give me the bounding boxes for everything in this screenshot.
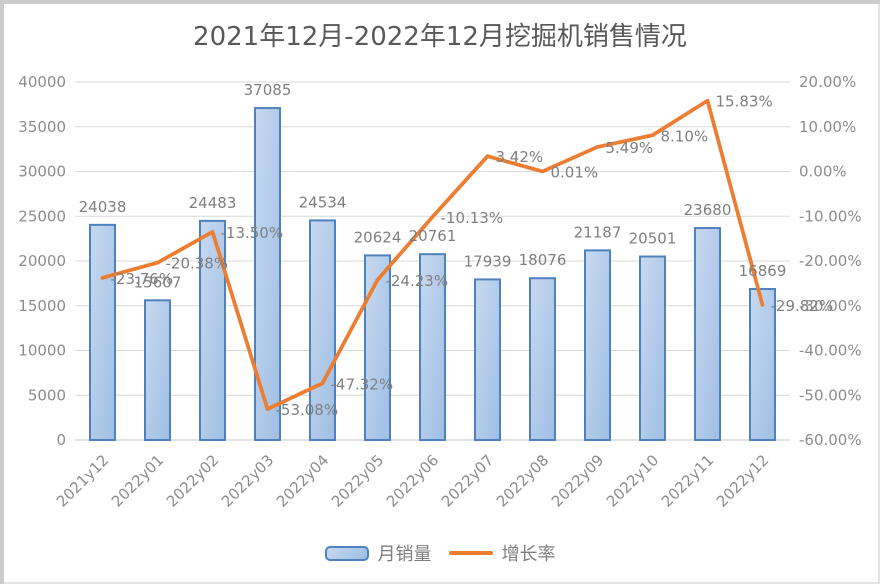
left-axis-tick-label: 10000 <box>18 342 66 360</box>
growth-value-label: -20.38% <box>166 255 229 273</box>
bar-value-label: 24038 <box>79 198 127 216</box>
left-axis-tick-label: 20000 <box>18 252 66 270</box>
sales-bar <box>639 255 666 441</box>
bar-value-label: 20501 <box>629 230 677 248</box>
data-labels-group: 24038 15607 24483 37085 24534 20624 20761 17939… <box>79 81 833 419</box>
bar-series-swatch-icon <box>324 545 369 561</box>
left-axis-tick-label: 40000 <box>18 73 66 91</box>
sales-bar <box>144 299 171 441</box>
sales-bar <box>254 107 281 441</box>
x-axis-category-label: 2022y06 <box>383 451 442 510</box>
right-axis-tick-label: 20.00% <box>799 73 856 91</box>
left-axis-tick-label: 5000 <box>28 386 66 404</box>
bar-value-label: 15607 <box>134 273 182 291</box>
bar-value-label: 21187 <box>574 223 622 241</box>
bar-value-label: 16869 <box>739 262 787 280</box>
bar-value-label: 24483 <box>189 194 237 212</box>
line-series-group <box>100 98 765 411</box>
growth-rate-line <box>100 98 765 411</box>
sales-bar <box>584 249 611 441</box>
sales-bar <box>419 253 446 441</box>
x-axis-category-label: 2022y01 <box>108 451 167 510</box>
x-axis-category-label: 2022y11 <box>658 451 717 510</box>
bar-value-label: 20761 <box>409 227 457 245</box>
bar-series-legend-label: 月销量 <box>377 544 432 565</box>
line-series-legend-label: 增长率 <box>501 544 556 565</box>
x-axis-category-label: 2022y08 <box>493 451 552 510</box>
chart-title: 2021年12月-2022年12月挖掘机销售情况 <box>193 22 687 52</box>
left-axis-tick-label: 15000 <box>18 297 66 315</box>
bar-value-label: 17939 <box>464 252 512 270</box>
growth-value-label: -23.76% <box>111 270 174 288</box>
growth-value-label: -53.08% <box>276 401 339 419</box>
x-axis-category-label: 2022y02 <box>163 451 222 510</box>
bar-value-label: 18076 <box>519 251 567 269</box>
sales-bar <box>694 227 721 441</box>
x-axis-category-label: 2022y07 <box>438 451 497 510</box>
left-axis-tick-label: 35000 <box>18 118 66 136</box>
right-axis-tick-label: -30.00% <box>799 297 862 315</box>
growth-value-label: 0.01% <box>551 163 599 181</box>
sales-bar <box>529 277 556 441</box>
bar-value-label: 37085 <box>244 81 292 99</box>
right-axis-tick-label: 0.00% <box>799 163 847 181</box>
x-axis-category-label: 2022y03 <box>218 451 277 510</box>
left-axis-tick-label: 0 <box>56 431 66 449</box>
x-axis-category-label: 2021y12 <box>53 451 112 510</box>
chart-legend: 月销量 增长率 <box>0 540 880 566</box>
sales-bar <box>309 219 336 441</box>
growth-value-label: 15.83% <box>716 93 773 111</box>
right-axis-tick-label: -20.00% <box>799 252 862 270</box>
growth-value-label: 3.42% <box>496 148 544 166</box>
growth-value-label: -47.32% <box>331 375 394 393</box>
bar-value-label: 23680 <box>684 201 732 219</box>
right-axis-tick-label: -40.00% <box>799 342 862 360</box>
bar-value-label: 20624 <box>354 228 402 246</box>
x-axis-category-label: 2022y05 <box>328 451 387 510</box>
growth-value-label: -10.13% <box>441 209 504 227</box>
growth-value-label: -13.50% <box>221 224 284 242</box>
right-axis-tick-label: 10.00% <box>799 118 856 136</box>
x-axis-category-label: 2022y10 <box>603 451 662 510</box>
growth-value-label: -24.23% <box>386 272 449 290</box>
sales-bar <box>474 278 501 441</box>
x-axis-category-label: 2022y09 <box>548 451 607 510</box>
sales-bar <box>89 223 116 441</box>
growth-value-label: 8.10% <box>661 127 709 145</box>
right-axis-tick-label: -10.00% <box>799 207 862 225</box>
growth-value-label: 5.49% <box>606 139 654 157</box>
growth-value-label: -29.82% <box>771 297 834 315</box>
left-axis-tick-label: 25000 <box>18 207 66 225</box>
x-axis-category-label: 2022y04 <box>273 451 332 510</box>
left-axis-tick-label: 30000 <box>18 163 66 181</box>
bar-value-label: 24534 <box>299 193 347 211</box>
right-axis-tick-label: -50.00% <box>799 386 862 404</box>
sales-bar <box>364 254 391 441</box>
line-series-swatch-icon <box>448 551 493 555</box>
sales-bar <box>749 288 776 442</box>
right-axis-tick-label: -60.00% <box>799 431 862 449</box>
x-axis-category-label: 2022y12 <box>713 451 772 510</box>
